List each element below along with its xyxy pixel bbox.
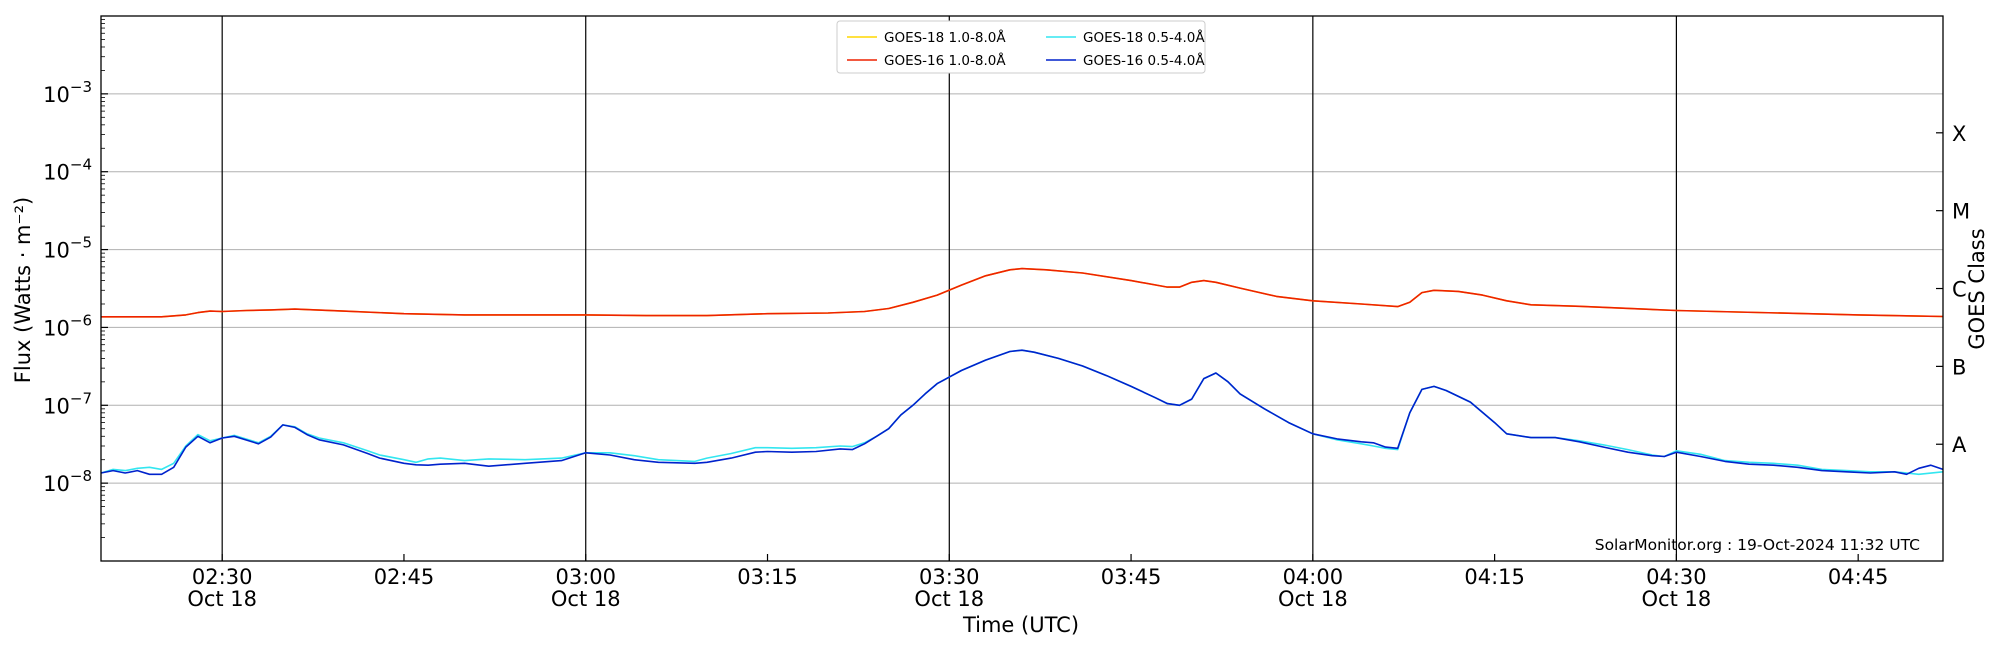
goes-class-label: M bbox=[1952, 200, 1970, 224]
goes-class-label: C bbox=[1952, 278, 1967, 302]
y-tick-label: 10−5 bbox=[43, 234, 92, 263]
y-tick-label: 10−4 bbox=[43, 156, 92, 185]
x-axis-label: Time (UTC) bbox=[962, 613, 1079, 637]
y-tick-label: 10−3 bbox=[43, 78, 92, 107]
goes-class-label: X bbox=[1952, 122, 1966, 146]
goes-class-label: A bbox=[1952, 433, 1967, 457]
x-tick-label: 04:15 bbox=[1464, 565, 1525, 589]
y-tick-label: 10−6 bbox=[43, 311, 92, 340]
credit-text: SolarMonitor.org : 19-Oct-2024 11:32 UTC bbox=[1595, 536, 1920, 554]
y-tick-label: 10−8 bbox=[43, 467, 92, 496]
x-tick-label: 02:45 bbox=[374, 565, 435, 589]
x-tick-label: 02:30 bbox=[192, 565, 253, 589]
x-tick-label: 04:30 bbox=[1646, 565, 1707, 589]
series-line-2 bbox=[101, 267, 1944, 318]
x-tick-date-label: Oct 18 bbox=[551, 587, 621, 611]
legend-label: GOES-16 1.0-8.0Å bbox=[884, 52, 1006, 69]
goes-class-layer: A B C M X bbox=[1936, 122, 1970, 457]
plot-frame bbox=[100, 15, 1944, 562]
x-tick-label: 03:00 bbox=[555, 565, 616, 589]
legend-label: GOES-16 0.5-4.0Å bbox=[1083, 52, 1205, 69]
vertical-line-layer bbox=[221, 16, 1677, 561]
x-tick-label: 04:00 bbox=[1283, 565, 1344, 589]
legend-box bbox=[836, 20, 1206, 74]
x-tick-date-label: Oct 18 bbox=[914, 587, 984, 611]
x-tick-date-label: Oct 18 bbox=[1278, 587, 1348, 611]
y-tick-label: 10−7 bbox=[43, 389, 92, 418]
x-tick-label: 04:45 bbox=[1828, 565, 1889, 589]
x-tick-date-label: Oct 18 bbox=[187, 587, 257, 611]
x-tick-label: 03:45 bbox=[1101, 565, 1162, 589]
grid-layer bbox=[101, 93, 1943, 484]
y-tick-layer: 10−8 10−7 10−6 10−5 10−4 10−3 bbox=[43, 19, 108, 538]
legend-label: GOES-18 1.0-8.0Å bbox=[884, 29, 1006, 46]
y2-axis-label: GOES Class bbox=[1965, 228, 1989, 349]
series-line-4 bbox=[100, 349, 1944, 476]
x-tick-label: 03:15 bbox=[737, 565, 798, 589]
legend-label: GOES-18 0.5-4.0Å bbox=[1083, 29, 1205, 46]
goes-class-label: B bbox=[1952, 355, 1966, 379]
y-axis-label: Flux (Watts · m⁻²) bbox=[11, 197, 35, 383]
x-tick-date-label: Oct 18 bbox=[1642, 587, 1712, 611]
legend: GOES-18 1.0-8.0Å GOES-16 1.0-8.0Å GOES-18 … bbox=[836, 20, 1206, 74]
x-tick-label: 03:30 bbox=[919, 565, 980, 589]
series-layer bbox=[100, 267, 1944, 476]
